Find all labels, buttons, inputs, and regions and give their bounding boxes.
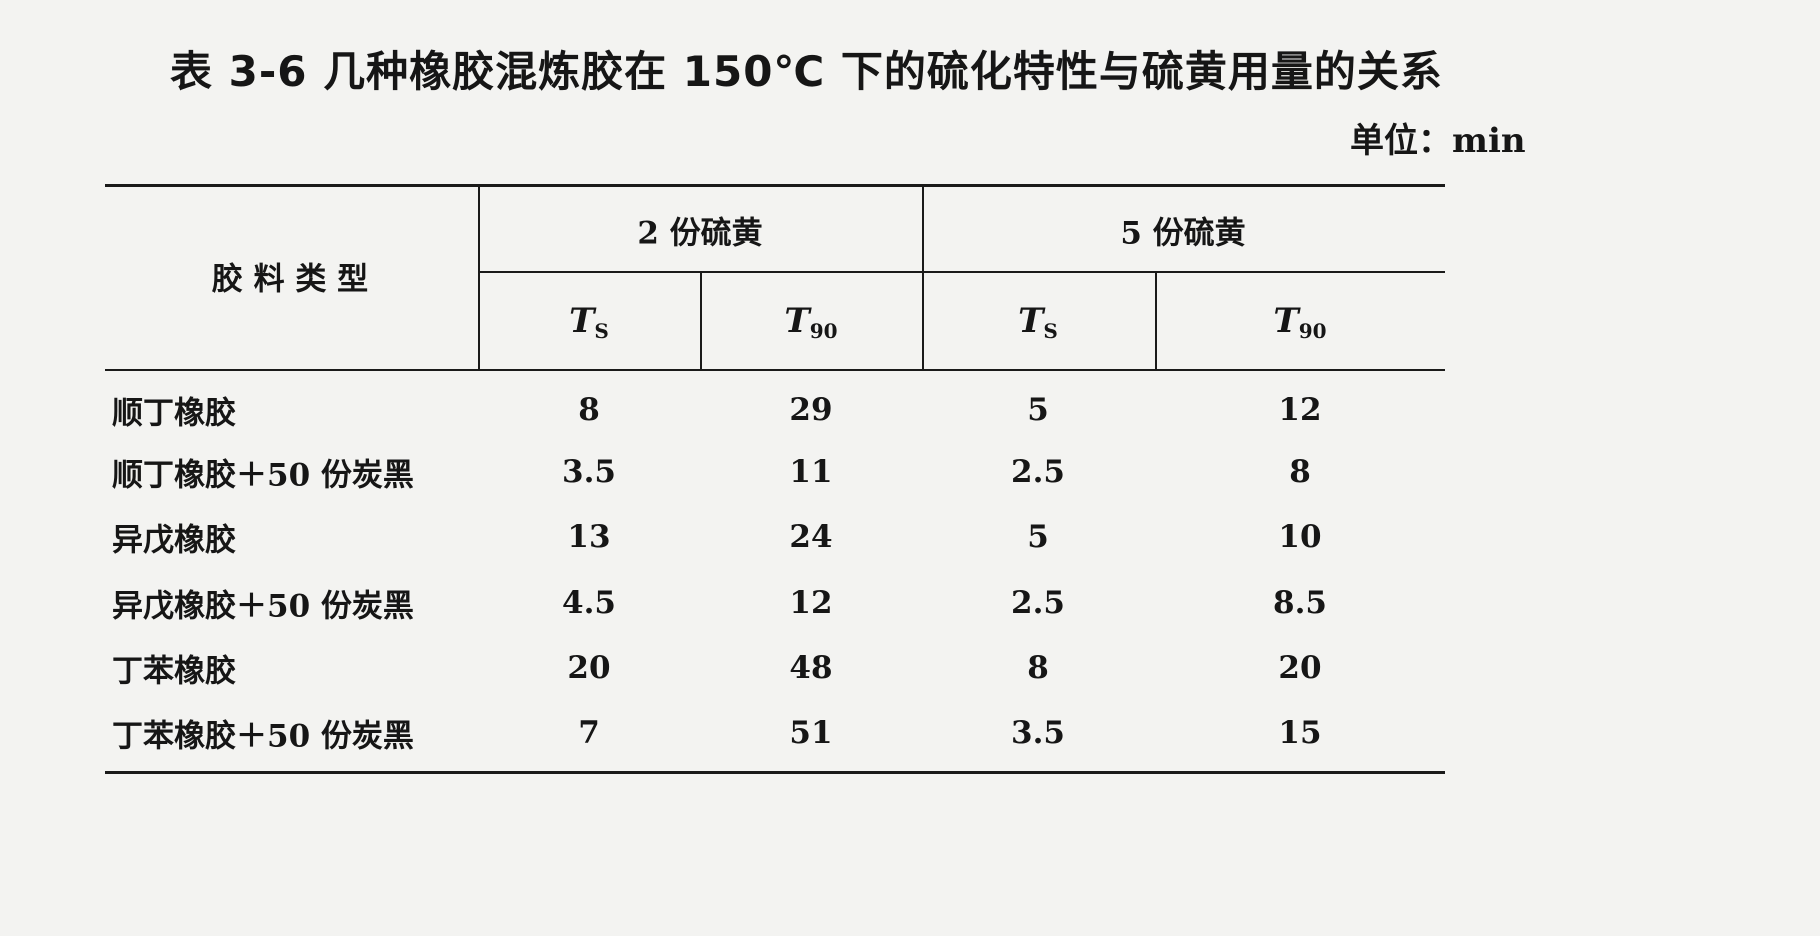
header-rule xyxy=(105,369,1445,371)
table-cell: 51 xyxy=(789,715,833,751)
column-symbol: T xyxy=(1273,301,1299,341)
column-divider xyxy=(700,272,702,370)
table-cell: 7 xyxy=(578,715,600,751)
unit-label: 单位：min xyxy=(1350,121,1526,161)
table-cell: 29 xyxy=(789,392,833,428)
group-header: 2 份硫黄 xyxy=(637,215,763,252)
table-cell: 13 xyxy=(567,519,611,555)
column-subscript: S xyxy=(1043,319,1058,343)
column-subscript: 90 xyxy=(809,319,838,343)
table-cell: 12 xyxy=(789,585,833,621)
table-cell: 48 xyxy=(789,650,833,686)
table-cell: 2.5 xyxy=(1011,585,1065,621)
column-header: T90 xyxy=(784,301,837,343)
column-symbol: T xyxy=(569,301,595,341)
table-cell: 2.5 xyxy=(1011,454,1065,490)
table-cell: 3.5 xyxy=(1011,715,1065,751)
column-divider xyxy=(922,186,924,370)
table-cell: 24 xyxy=(789,519,833,555)
row-label: 顺丁橡胶 xyxy=(112,395,236,432)
column-symbol: T xyxy=(784,301,810,341)
table-cell: 20 xyxy=(1278,650,1322,686)
table-cell: 11 xyxy=(789,454,833,490)
column-divider xyxy=(478,186,480,370)
table-cell: 5 xyxy=(1027,392,1049,428)
column-header: T90 xyxy=(1273,301,1326,343)
table-cell: 15 xyxy=(1278,715,1322,751)
row-label: 顺丁橡胶＋50 份炭黑 xyxy=(112,457,414,494)
row-header: 胶 料 类 型 xyxy=(211,261,369,298)
row-label: 丁苯橡胶＋50 份炭黑 xyxy=(112,718,414,755)
column-subscript: 90 xyxy=(1298,319,1327,343)
table-cell: 8 xyxy=(1289,454,1311,490)
table-cell: 4.5 xyxy=(562,585,616,621)
group-rule xyxy=(478,271,1445,273)
column-divider xyxy=(1155,272,1157,370)
group-header: 5 份硫黄 xyxy=(1120,215,1246,252)
column-symbol: T xyxy=(1018,301,1044,341)
table-cell: 20 xyxy=(567,650,611,686)
row-label: 异戊橡胶 xyxy=(112,522,236,559)
table-title: 表 3-6 几种橡胶混炼胶在 150℃ 下的硫化特性与硫黄用量的关系 xyxy=(170,47,1443,96)
table-cell: 10 xyxy=(1278,519,1322,555)
row-label: 丁苯橡胶 xyxy=(112,653,236,690)
table-cell: 8 xyxy=(578,392,600,428)
table-cell: 8.5 xyxy=(1273,585,1327,621)
table-cell: 3.5 xyxy=(562,454,616,490)
table-cell: 8 xyxy=(1027,650,1049,686)
table-cell: 5 xyxy=(1027,519,1049,555)
top-rule xyxy=(105,184,1445,187)
column-header: TS xyxy=(569,301,609,343)
bottom-rule xyxy=(105,771,1445,774)
column-header: TS xyxy=(1018,301,1058,343)
row-label: 异戊橡胶＋50 份炭黑 xyxy=(112,588,414,625)
column-subscript: S xyxy=(594,319,609,343)
table-cell: 12 xyxy=(1278,392,1322,428)
